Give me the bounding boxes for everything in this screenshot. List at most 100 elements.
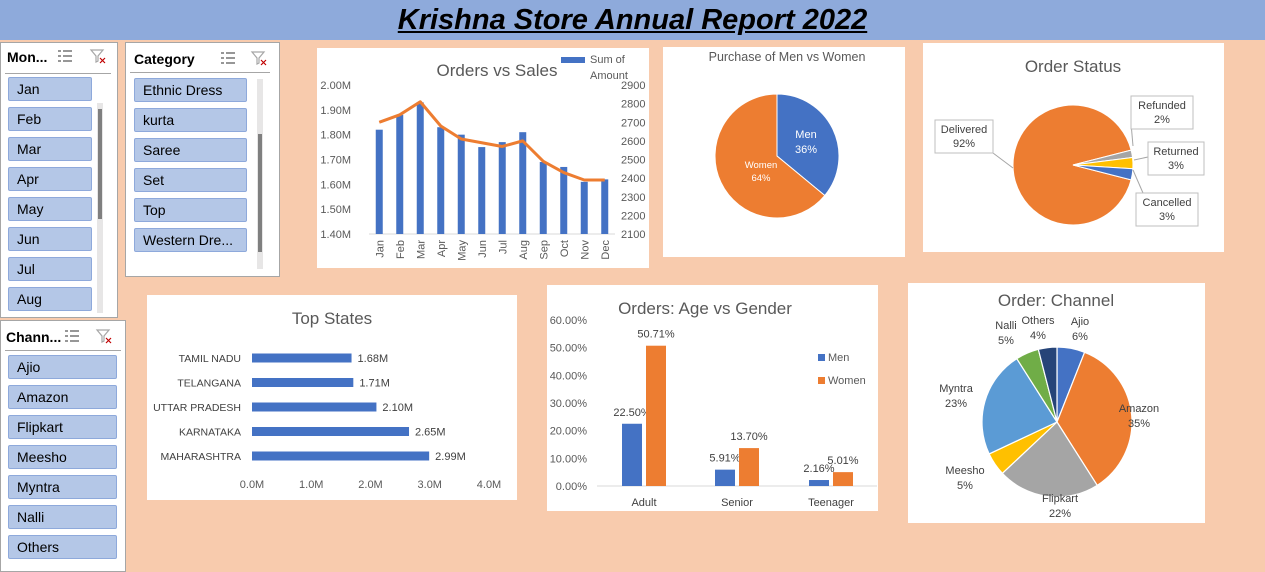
data-label-men-adult: 22.50% xyxy=(613,407,651,419)
label-cancelled-name: Cancelled xyxy=(1143,197,1192,209)
channel-item-meesho[interactable]: Meesho xyxy=(8,445,117,469)
label-ajio-pct: 6% xyxy=(1072,331,1088,343)
multi-select-icon[interactable] xyxy=(219,49,237,67)
month-item-apr[interactable]: Apr xyxy=(8,167,92,191)
bar-telangana xyxy=(252,378,354,387)
data-label-men-teenager: 2.16% xyxy=(803,463,834,475)
category-slicer-scrollbar[interactable] xyxy=(257,79,263,269)
slice-delivered xyxy=(1012,104,1132,226)
label-amazon-name: Amazon xyxy=(1119,403,1159,415)
x-tick-label: Apr xyxy=(436,240,448,257)
orders-vs-sales-chart: Orders vs Sales Sum of Amount 1.40M 1.50M 1.6… xyxy=(317,48,649,268)
y-tick-label: 10.00% xyxy=(550,453,588,465)
label-flipkart-name: Flipkart xyxy=(1042,493,1078,505)
label-others-name: Others xyxy=(1021,315,1055,327)
men-vs-women-chart: Purchase of Men vs Women Men 36% Women 64% xyxy=(663,47,905,257)
y-tick-label: 0.00% xyxy=(556,481,587,493)
x-tick-label: Jul xyxy=(497,240,509,254)
legend-label-women: Women xyxy=(828,375,866,387)
multi-select-icon[interactable] xyxy=(56,47,74,65)
bar-jun xyxy=(478,147,486,234)
legend-swatch-men xyxy=(818,354,825,361)
month-slicer-scrollbar[interactable] xyxy=(97,103,103,313)
left-tick-label: 1.70M xyxy=(320,155,351,167)
value-label-maharashtra: 2.99M xyxy=(435,451,466,463)
category-item-set[interactable]: Set xyxy=(134,168,247,192)
leader-cancelled xyxy=(1132,169,1144,194)
legend-label-men: Men xyxy=(828,352,849,364)
month-item-jun[interactable]: Jun xyxy=(8,227,92,251)
right-tick-label: 2400 xyxy=(621,173,645,185)
x-tick-label: Oct xyxy=(559,240,571,257)
category-item-top[interactable]: Top xyxy=(134,198,247,222)
month-item-mar[interactable]: Mar xyxy=(8,137,92,161)
right-tick-label: 2600 xyxy=(621,136,645,148)
value-label-karnataka: 2.65M xyxy=(415,427,446,439)
right-tick-label: 2500 xyxy=(621,155,645,167)
channel-item-flipkart[interactable]: Flipkart xyxy=(8,415,117,439)
label-men-name: Men xyxy=(795,129,816,141)
channel-item-myntra[interactable]: Myntra xyxy=(8,475,117,499)
left-tick-label: 1.90M xyxy=(320,105,351,117)
value-label-tamil-nadu: 1.68M xyxy=(358,353,389,365)
label-ajio-name: Ajio xyxy=(1071,316,1089,328)
slice-amazon xyxy=(1056,351,1133,487)
month-item-may[interactable]: May xyxy=(8,197,92,221)
bar-nov xyxy=(580,181,588,234)
category-item-kurta[interactable]: kurta xyxy=(134,108,247,132)
bar-women-teenager xyxy=(833,472,853,486)
top-states-svg: Top States TAMIL NADU 1.68M TELANGANA 1.71M U… xyxy=(153,309,501,491)
legend-swatch-sum-of-amount xyxy=(561,57,585,63)
month-item-jul[interactable]: Jul xyxy=(8,257,92,281)
channel-item-ajio[interactable]: Ajio xyxy=(8,355,117,379)
clear-filter-icon[interactable] xyxy=(250,49,268,67)
channel-item-others[interactable]: Others xyxy=(8,535,117,559)
category-slicer-title: Category xyxy=(134,51,195,67)
label-flipkart-pct: 22% xyxy=(1049,508,1071,520)
label-refunded-name: Refunded xyxy=(1138,100,1186,112)
month-slicer: Mon... Jan Feb Mar Apr May Jun Jul Aug xyxy=(0,42,118,318)
month-slicer-title: Mon... xyxy=(7,49,48,65)
month-item-feb[interactable]: Feb xyxy=(8,107,92,131)
month-item-jan[interactable]: Jan xyxy=(8,77,92,101)
channel-item-nalli[interactable]: Nalli xyxy=(8,505,117,529)
month-item-aug[interactable]: Aug xyxy=(8,287,92,311)
bar-men-senior xyxy=(715,469,735,486)
chart-title: Order: Channel xyxy=(998,291,1114,310)
x-tick-label: 1.0M xyxy=(299,479,323,491)
bar-may xyxy=(457,134,465,234)
y-tick-label: 40.00% xyxy=(550,370,588,382)
age-vs-gender-chart: Orders: Age vs Gender 0.00% 10.00% 20.00% 30… xyxy=(547,285,878,511)
bar-jul xyxy=(498,142,506,234)
clear-filter-icon[interactable] xyxy=(95,327,113,345)
label-nalli-name: Nalli xyxy=(995,320,1016,332)
data-label-women-teenager: 5.01% xyxy=(827,455,858,467)
multi-select-icon[interactable] xyxy=(63,327,81,345)
x-tick-label: 0.0M xyxy=(240,479,264,491)
y-tick-label-telangana: TELANGANA xyxy=(177,378,241,390)
x-tick-label: Jun xyxy=(477,240,489,258)
bar-mar xyxy=(416,102,424,234)
label-amazon-pct: 35% xyxy=(1128,418,1150,430)
value-label-uttar-pradesh: 2.10M xyxy=(382,402,413,414)
label-meesho-name: Meesho xyxy=(945,465,984,477)
slice-men xyxy=(776,93,840,197)
category-item-saree[interactable]: Saree xyxy=(134,138,247,162)
category-item-ethnic-dress[interactable]: Ethnic Dress xyxy=(134,78,247,102)
bar-karnataka xyxy=(252,427,410,436)
x-tick-label: May xyxy=(456,240,468,261)
order-channel-svg: Order: Channel Ajio 6% Amazon 35% Flipkart 22%… xyxy=(939,291,1159,520)
slice-flipkart xyxy=(1001,421,1099,498)
legend-label-line2: Amount xyxy=(590,70,628,82)
clear-filter-icon[interactable] xyxy=(89,47,107,65)
label-delivered-pct: 92% xyxy=(953,138,975,150)
bar-sep xyxy=(539,161,547,234)
category-item-western-dre[interactable]: Western Dre... xyxy=(134,228,247,252)
chart-title: Orders: Age vs Gender xyxy=(618,299,792,318)
order-status-svg: Order Status Delivered 92% Refunded 2% Return… xyxy=(934,57,1205,227)
right-tick-label: 2100 xyxy=(621,229,645,241)
bar-feb xyxy=(396,114,404,234)
bar-oct xyxy=(560,166,568,234)
channel-item-amazon[interactable]: Amazon xyxy=(8,385,117,409)
callout-cancelled xyxy=(1135,192,1199,227)
